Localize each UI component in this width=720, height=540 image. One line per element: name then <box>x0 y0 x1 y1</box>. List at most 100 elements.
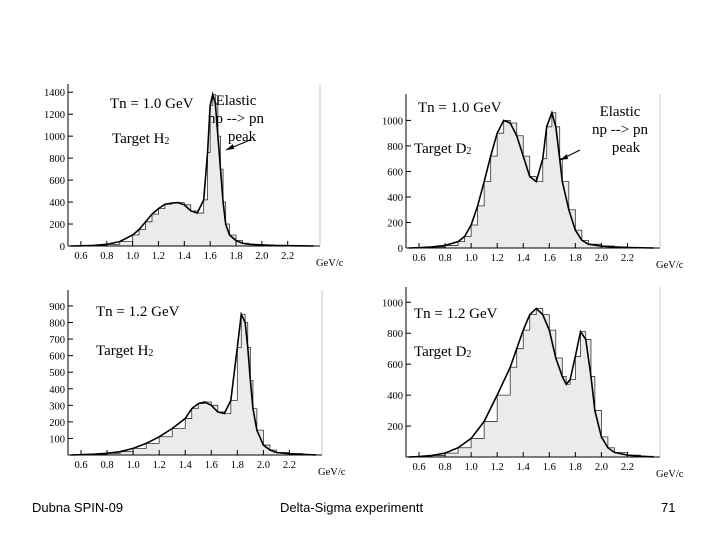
y-tick-label: 100 <box>49 434 65 445</box>
y-tick-label: 400 <box>387 193 403 204</box>
y-tick-label: 0 <box>398 244 403 255</box>
x-tick-label: 1.4 <box>517 462 531 473</box>
x-axis-label: GeV/c <box>656 469 684 480</box>
histogram-panel-2: 0.6 0.8 1.0 1.2 1.4 1.6 1.8 2.0 2.2 GeV/c 0 200 400 6… <box>382 94 684 271</box>
histogram-area <box>408 308 654 458</box>
x-tick-label: 1.4 <box>179 460 193 471</box>
y-tick-label: 900 <box>49 302 65 313</box>
y-tick-label: 600 <box>387 360 403 371</box>
x-tick-label: 0.8 <box>439 253 452 264</box>
y-tick-label: 800 <box>387 329 403 340</box>
y-tick-label: 200 <box>387 422 403 433</box>
histogram-panel-1: 0.6 0.8 1.0 1.2 1.4 1.6 1.8 2.0 2.2 GeV/c 0 200 400 6… <box>44 84 344 269</box>
y-tick-label: 0 <box>60 242 65 253</box>
x-tick-label: 0.6 <box>412 462 425 473</box>
x-tick-label: 2.2 <box>283 460 296 471</box>
x-tick-label: 1.4 <box>178 251 192 262</box>
x-tick-label: 1.4 <box>517 253 531 264</box>
histogram-panel-3: 0.6 0.8 1.0 1.2 1.4 1.6 1.8 2.0 2.2 GeV/c 100 200 30… <box>49 290 346 478</box>
energy-label: Tn = 1.0 GeV <box>110 96 194 112</box>
y-tick-label: 600 <box>387 167 403 178</box>
annotation-line: peak <box>228 129 257 145</box>
footer-page-number: 71 <box>661 500 676 515</box>
y-tick-label: 800 <box>49 154 65 165</box>
x-tick-label: 1.8 <box>569 462 582 473</box>
y-tick-label: 400 <box>387 391 403 402</box>
x-axis-label: GeV/c <box>656 260 684 271</box>
y-tick-label: 800 <box>49 319 65 330</box>
annotation-line: Elastic <box>600 104 641 120</box>
target-label: Target D <box>414 141 467 157</box>
y-tick-label: 800 <box>387 142 403 153</box>
x-tick-label: 0.8 <box>100 251 113 262</box>
target-label: Target D <box>414 344 467 360</box>
x-tick-label: 1.2 <box>153 460 166 471</box>
x-tick-label: 1.2 <box>152 251 165 262</box>
x-tick-label: 2.0 <box>595 462 608 473</box>
x-tick-label: 1.0 <box>465 253 478 264</box>
y-tick-label: 300 <box>49 401 65 412</box>
target-label-subscript: 2 <box>164 136 169 147</box>
annotation-line: peak <box>612 140 641 156</box>
x-tick-label: 1.2 <box>491 253 504 264</box>
y-tick-label: 1000 <box>44 132 65 143</box>
target-label-subscript: 2 <box>466 349 471 360</box>
y-tick-label: 1200 <box>44 110 65 121</box>
histogram-area <box>70 313 316 456</box>
energy-label: Tn = 1.2 GeV <box>96 304 180 320</box>
energy-label: Tn = 1.2 GeV <box>414 306 498 322</box>
x-tick-label: 2.0 <box>255 251 268 262</box>
x-tick-label: 0.8 <box>439 462 452 473</box>
fit-curve <box>408 110 654 249</box>
y-tick-label: 600 <box>49 176 65 187</box>
y-tick-label: 200 <box>49 220 65 231</box>
x-tick-label: 1.6 <box>543 253 556 264</box>
target-label: Target H <box>96 343 149 359</box>
x-tick-label: 1.6 <box>205 460 218 471</box>
x-axis-label: GeV/c <box>318 467 346 478</box>
x-tick-label: 0.6 <box>74 251 87 262</box>
annotation-line: np --> pn <box>592 122 648 138</box>
x-tick-label: 0.8 <box>101 460 114 471</box>
target-label-subscript: 2 <box>466 146 471 157</box>
x-tick-label: 2.0 <box>257 460 270 471</box>
footer-event-label: Dubna SPIN-09 <box>32 500 124 515</box>
fit-curve <box>408 307 654 458</box>
x-tick-label: 2.2 <box>281 251 294 262</box>
x-tick-label: 1.8 <box>569 253 582 264</box>
x-tick-label: 1.0 <box>465 462 478 473</box>
y-tick-label: 600 <box>49 352 65 363</box>
y-tick-label: 1400 <box>44 88 65 99</box>
annotation-line: np --> pn <box>208 111 264 127</box>
x-tick-label: 2.0 <box>595 253 608 264</box>
fit-curve <box>70 311 316 456</box>
fit-curve <box>70 91 314 247</box>
annotation-arrowhead <box>226 144 234 150</box>
y-tick-label: 200 <box>49 418 65 429</box>
target-label: Target H <box>112 131 165 147</box>
x-tick-label: 2.2 <box>621 253 634 264</box>
x-tick-label: 2.2 <box>621 462 634 473</box>
target-label-subscript: 2 <box>148 348 153 359</box>
y-tick-label: 400 <box>49 385 65 396</box>
x-tick-label: 1.6 <box>543 462 556 473</box>
x-tick-label: 1.0 <box>126 251 139 262</box>
x-tick-label: 0.6 <box>412 253 425 264</box>
x-tick-label: 0.6 <box>74 460 87 471</box>
x-tick-label: 1.8 <box>229 251 242 262</box>
y-tick-label: 400 <box>49 198 65 209</box>
footer-experiment-label: Delta-Sigma experimentt <box>280 500 424 515</box>
x-tick-label: 1.8 <box>231 460 244 471</box>
annotation-line: Elastic <box>216 93 257 109</box>
annotation-arrowhead <box>560 154 568 160</box>
histogram-area <box>70 93 314 247</box>
histogram-panel-4: 0.6 0.8 1.0 1.2 1.4 1.6 1.8 2.0 2.2 GeV/c 200 400 60… <box>382 287 684 480</box>
y-tick-label: 200 <box>387 218 403 229</box>
energy-label: Tn = 1.0 GeV <box>418 100 502 116</box>
y-tick-label: 1000 <box>382 116 403 127</box>
x-tick-label: 1.0 <box>127 460 140 471</box>
x-tick-label: 1.6 <box>204 251 217 262</box>
y-tick-label: 700 <box>49 335 65 346</box>
x-tick-label: 1.2 <box>491 462 504 473</box>
